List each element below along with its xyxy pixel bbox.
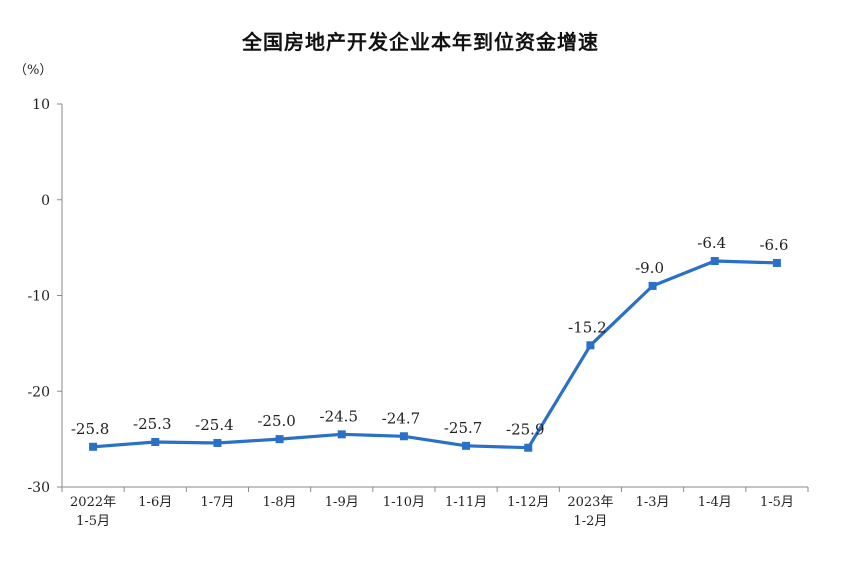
y-tick-label: -30 bbox=[27, 480, 50, 496]
data-label: -25.9 bbox=[506, 421, 544, 439]
y-tick-label: 0 bbox=[41, 193, 50, 209]
data-point bbox=[89, 442, 98, 451]
x-tick-label: 1-5月 bbox=[760, 495, 794, 510]
data-label: -25.4 bbox=[195, 416, 233, 434]
series-line bbox=[91, 259, 779, 450]
x-tick-label: 1-12月 bbox=[507, 495, 549, 510]
data-label: -6.6 bbox=[759, 236, 788, 254]
y-tick-label: 10 bbox=[32, 97, 50, 113]
data-point bbox=[462, 441, 471, 450]
y-tick-label: -10 bbox=[27, 289, 50, 305]
data-point bbox=[710, 257, 719, 266]
data-point bbox=[275, 435, 284, 444]
x-tick-label: 1-8月 bbox=[263, 495, 297, 510]
data-point bbox=[213, 438, 222, 447]
x-tick-label: 2023年 1-2月 bbox=[567, 495, 613, 529]
y-tick-label: -20 bbox=[27, 384, 50, 400]
data-point bbox=[772, 258, 781, 267]
data-label: -25.3 bbox=[133, 415, 171, 433]
x-tick-label: 1-11月 bbox=[445, 495, 487, 510]
data-point bbox=[648, 281, 657, 290]
x-tick-label: 1-9月 bbox=[325, 495, 359, 510]
chart-title: 全国房地产开发企业本年到位资金增速 bbox=[242, 30, 599, 54]
y-axis-unit: （%） bbox=[14, 63, 52, 78]
data-label: -24.5 bbox=[320, 407, 358, 425]
data-label: -24.7 bbox=[382, 409, 420, 427]
data-point bbox=[524, 443, 533, 452]
data-point bbox=[151, 437, 160, 446]
data-label: -25.0 bbox=[257, 412, 295, 430]
data-label: -9.0 bbox=[635, 259, 664, 277]
data-label: -25.7 bbox=[444, 419, 482, 437]
x-tick-label: 1-4月 bbox=[698, 495, 732, 510]
x-tick-label: 2022年 1-5月 bbox=[70, 495, 116, 529]
data-point bbox=[399, 432, 408, 441]
data-label: -6.4 bbox=[697, 234, 726, 252]
data-point bbox=[337, 430, 346, 439]
data-label: -15.2 bbox=[568, 318, 606, 336]
data-label: -25.8 bbox=[71, 420, 109, 438]
x-tick-label: 1-7月 bbox=[200, 495, 234, 510]
x-tick-label: 1-3月 bbox=[636, 495, 670, 510]
data-point bbox=[586, 341, 595, 350]
x-tick-label: 1-10月 bbox=[383, 495, 425, 510]
x-tick-label: 1-6月 bbox=[138, 495, 172, 510]
